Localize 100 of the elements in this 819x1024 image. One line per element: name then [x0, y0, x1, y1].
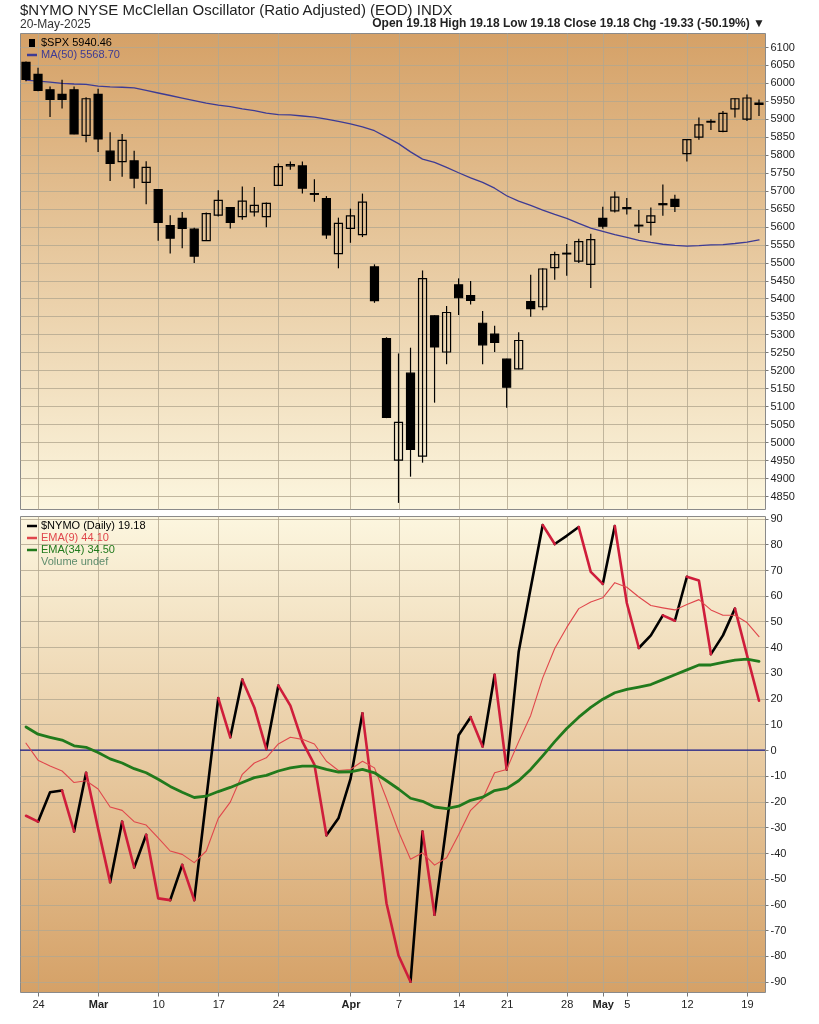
y-tick-label: -20	[770, 795, 787, 808]
legend-label: MA(50) 5568.70	[41, 48, 120, 60]
y-tick-label: 4850	[770, 489, 795, 502]
x-tick-label: 14	[452, 997, 466, 1010]
candlestick	[682, 138, 692, 163]
y-tick-label: -80	[770, 949, 787, 962]
y-tick-label: 40	[770, 640, 783, 653]
candlestick	[730, 97, 740, 119]
candlestick	[165, 214, 175, 255]
legend-label: $SPX 5940.46	[41, 36, 112, 48]
annotation: Volume undef	[41, 555, 110, 567]
y-tick-label: 5600	[770, 220, 795, 233]
y-tick-label: -30	[770, 820, 787, 833]
chart-title: $NYMO NYSE McClellan Oscillator (Ratio Adjusted) (EOD) INDX	[20, 1, 453, 18]
x-tick-label: 12	[681, 997, 694, 1010]
y-tick-label: 5750	[770, 166, 795, 179]
y-tick-label: 5450	[770, 274, 795, 287]
y-tick-label: 4950	[770, 453, 795, 466]
x-tick-label: Apr	[341, 997, 362, 1010]
candlestick	[514, 331, 524, 370]
candlestick	[417, 269, 428, 464]
y-tick-label: 5950	[770, 94, 795, 107]
x-tick-label: May	[592, 997, 615, 1010]
x-tick-label: 24	[32, 997, 45, 1010]
candlestick	[225, 206, 235, 230]
y-tick-label: 5900	[770, 112, 795, 125]
candlestick	[586, 233, 596, 289]
candlestick	[21, 60, 31, 82]
y-tick-label: 5500	[770, 256, 795, 269]
candlestick	[526, 274, 536, 318]
candlestick	[694, 116, 704, 141]
candlestick	[129, 150, 139, 189]
candlestick	[357, 192, 368, 238]
candlestick	[658, 184, 668, 217]
legend-label: EMA(34) 34.50	[41, 543, 115, 555]
candlestick	[45, 85, 55, 118]
candlestick	[598, 206, 608, 230]
y-tick-label: 6000	[770, 76, 795, 89]
y-tick-label: 5050	[770, 417, 795, 430]
x-tick-label: 10	[152, 997, 165, 1010]
candlestick	[249, 186, 259, 218]
y-tick-label: 4900	[770, 471, 795, 484]
y-tick-label: 5550	[770, 238, 795, 251]
y-tick-label: -90	[770, 975, 787, 988]
candlestick	[117, 133, 127, 178]
y-tick-label: 5650	[770, 202, 795, 215]
y-tick-label: 20	[770, 692, 783, 705]
candlestick	[538, 267, 548, 311]
candlestick	[646, 206, 656, 237]
y-tick-label: 5350	[770, 309, 795, 322]
x-tick-label: 17	[212, 997, 225, 1010]
y-tick-label: 5700	[770, 184, 795, 197]
candlestick	[261, 201, 271, 228]
candlestick	[441, 305, 452, 365]
y-tick-label: 90	[770, 512, 783, 525]
chart-subtitle: 20-May-2025	[20, 17, 92, 31]
line-series	[25, 582, 760, 866]
candlestick	[466, 280, 476, 306]
y-tick-label: -60	[770, 898, 787, 911]
candlestick	[297, 161, 307, 195]
y-tick-label: 5200	[770, 363, 795, 376]
y-tick-label: 5150	[770, 381, 795, 394]
candlestick	[610, 190, 620, 214]
candlestick	[345, 208, 356, 244]
line-series	[24, 657, 761, 810]
legend-label: $NYMO (Daily) 19.18	[41, 519, 146, 531]
y-tick-label: 5000	[770, 435, 795, 448]
candlestick	[453, 277, 464, 316]
candlestick	[309, 178, 319, 203]
x-tick-label: 19	[741, 997, 754, 1010]
candlestick	[478, 310, 488, 365]
candlestick	[393, 352, 404, 504]
candlestick	[201, 212, 211, 242]
candlestick	[105, 131, 115, 182]
y-tick-label: 60	[770, 589, 783, 602]
candlestick	[81, 96, 91, 143]
candlestick	[742, 93, 752, 122]
y-tick-label: 5250	[770, 345, 795, 358]
y-tick-label: 50	[770, 614, 783, 627]
y-tick-label: 5400	[770, 291, 795, 304]
legend-label: EMA(9) 44.10	[41, 531, 109, 543]
candlestick	[490, 325, 500, 353]
y-tick-label: 6050	[770, 58, 795, 71]
x-tick-label: 7	[395, 997, 403, 1010]
y-tick-label: -10	[770, 769, 787, 782]
x-tick-label: 21	[501, 997, 514, 1010]
candlestick	[273, 162, 283, 187]
y-tick-label: 5850	[770, 130, 795, 143]
candlestick	[574, 238, 584, 264]
candlestick	[237, 185, 247, 221]
x-tick-label: 5	[624, 997, 631, 1010]
candlestick	[333, 217, 344, 269]
x-tick-label: Mar	[88, 997, 110, 1010]
y-tick-label: -70	[770, 923, 787, 936]
candlestick	[718, 110, 728, 133]
y-tick-label: 5800	[770, 148, 795, 161]
candlestick	[57, 79, 67, 110]
candlestick	[706, 118, 716, 131]
y-tick-label: 5300	[770, 327, 795, 340]
candlestick	[754, 98, 764, 117]
